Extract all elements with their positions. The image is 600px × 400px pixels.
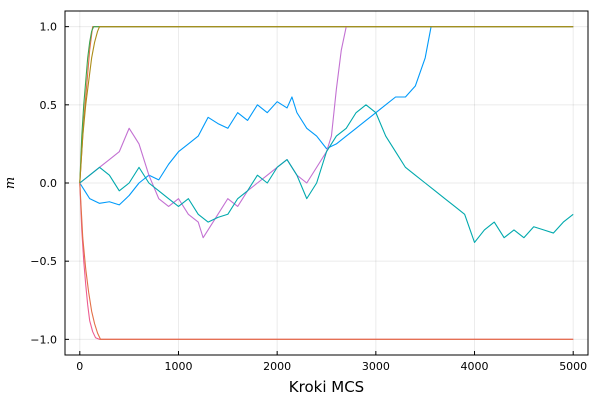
x-tick-label: 1000 [164, 360, 192, 373]
y-tick-label: 0.5 [40, 99, 58, 112]
y-tick-label: 1.0 [40, 21, 58, 34]
y-tick-label: −1.0 [30, 333, 57, 346]
x-tick-label: 3000 [362, 360, 390, 373]
y-tick-label: 0.0 [40, 177, 58, 190]
x-tick-label: 0 [76, 360, 83, 373]
x-axis-ticks: 0 1000 2000 3000 4000 5000 [76, 351, 587, 373]
x-tick-label: 4000 [461, 360, 489, 373]
x-tick-label: 5000 [559, 360, 587, 373]
y-axis-ticks: −1.0 −0.5 0.0 0.5 1.0 [30, 21, 69, 346]
series-line-7 [79, 182, 574, 340]
x-tick-label: 2000 [263, 360, 291, 373]
y-axis-label: m [3, 177, 18, 189]
y-tick-label: −0.5 [30, 255, 57, 268]
x-axis-label: Kroki MCS [289, 378, 364, 396]
series-line-1 [79, 26, 432, 206]
series-line-8 [79, 182, 574, 340]
series-group [79, 26, 574, 340]
grid [65, 11, 588, 355]
series-line-6 [79, 104, 574, 243]
series-line-5 [79, 26, 574, 184]
series-line-4 [79, 26, 347, 239]
